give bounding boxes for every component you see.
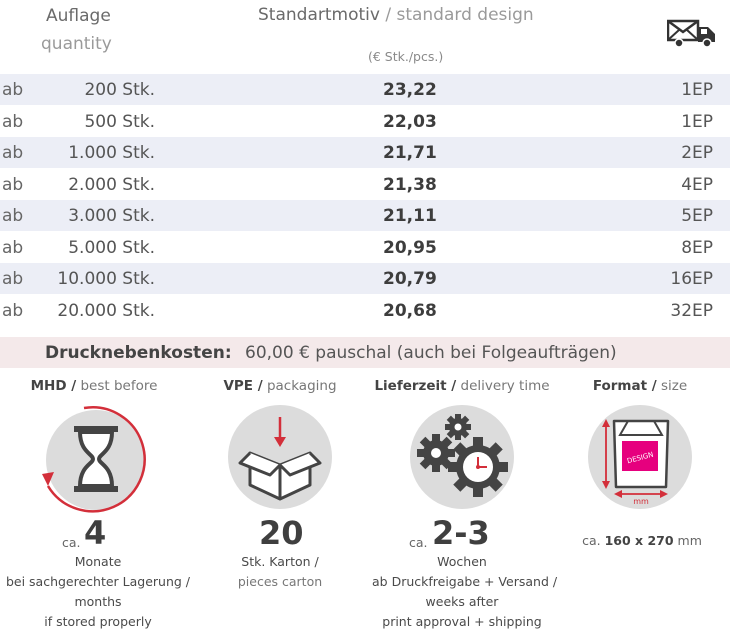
row-quantity: 200 Stk. [84,80,155,100]
row-quantity: 5.000 Stk. [68,237,155,258]
quantity-header-en: quantity [41,34,112,54]
mhd-ca: ca. [62,535,81,550]
delivery-title: Lieferzeit / delivery time [372,378,552,394]
row-prefix: ab [2,111,24,132]
row-shipping: 5EP [681,206,713,226]
row-quantity: 20.000 Stk. [57,300,155,321]
mhd-line1: Monate [74,554,122,569]
mhd-line4: if stored properly [44,614,152,629]
row-price: 20,95 [383,237,437,258]
row-prefix: ab [2,174,24,195]
format-ca: ca. [582,533,601,548]
row-price: 20,68 [383,300,437,321]
table-row: ab 10.000 Stk. 20,79 16EP [0,263,730,295]
row-quantity: 3.000 Stk. [68,206,155,226]
table-row: ab 20.000 Stk. 20,68 32EP [0,295,730,326]
row-price: 21,38 [383,174,437,195]
row-shipping: 32EP [670,300,713,321]
truck-with-envelope-icon [667,19,715,48]
row-prefix: ab [2,80,24,100]
vpe-title-en: packaging [262,378,337,394]
row-prefix: ab [2,300,24,321]
row-shipping: 4EP [681,174,713,195]
extra-costs-value: 60,00 € pauschal (auch bei Folgeaufträge… [245,343,617,363]
svg-text:mm: mm [633,497,649,506]
design-header-sep: / [379,5,397,25]
table-row: ab 5.000 Stk. 20,95 8EP [0,232,730,263]
row-prefix: ab [2,237,24,258]
row-price: 21,71 [383,143,437,163]
mhd-value: 4 [84,514,107,552]
format-value-line: ca. 160 x 270 mm [574,533,710,548]
vpe-value: 20 [259,514,304,552]
format-value: 160 x 270 [604,533,674,548]
delivery-value: 2-3 [432,514,490,552]
delivery-ca: ca. [409,535,428,550]
row-price: 23,22 [383,80,437,100]
row-price: 21,11 [383,206,437,226]
row-price: 22,03 [383,111,437,132]
format-title: Format / size [550,378,730,394]
delivery-line2: ab Druckfreigabe + Versand / [372,574,558,589]
table-row: ab 200 Stk. 23,22 1EP [0,74,730,106]
table-row: ab 500 Stk. 22,03 1EP [0,106,730,137]
row-price: 20,79 [383,269,437,289]
format-unit: mm [673,533,702,548]
table-row: ab 1.000 Stk. 21,71 2EP [0,137,730,169]
extra-costs-label: Drucknebenkosten: [45,343,232,363]
design-header: Standartmotiv / standard design [258,5,534,25]
mhd-title-en: best before [76,378,158,394]
row-quantity: 10.000 Stk. [57,269,155,289]
extra-costs-bar: Drucknebenkosten: 60,00 € pauschal (auch… [0,337,730,368]
delivery-description: Wochen ab Druckfreigabe + Versand / week… [372,552,558,632]
delivery-line3: weeks after [425,594,499,609]
delivery-title-en: delivery time [456,378,550,394]
row-quantity: 1.000 Stk. [68,143,155,163]
delivery-line4: print approval + shipping [382,614,542,629]
row-shipping: 16EP [670,269,713,289]
mhd-line2: bei sachgerechter Lagerung / [5,574,191,589]
row-shipping: 1EP [681,80,713,100]
row-prefix: ab [2,206,24,226]
table-row: ab 3.000 Stk. 21,11 5EP [0,200,730,232]
row-shipping: 1EP [681,111,713,132]
row-prefix: ab [2,269,24,289]
vpe-description: Stk. Karton / pieces carton [190,552,370,592]
design-header-en: standard design [396,5,534,25]
delivery-title-de: Lieferzeit / [374,378,457,394]
vpe-line2: pieces carton [237,574,323,589]
quantity-header: Auflage [46,6,111,26]
table-row: ab 2.000 Stk. 21,38 4EP [0,169,730,200]
row-prefix: ab [2,143,24,163]
format-title-de: Format / [592,378,657,394]
design-header-de: Standartmotiv [258,5,380,25]
row-shipping: 8EP [681,237,713,258]
format-title-en: size [656,378,688,394]
mhd-line3: months [74,594,122,609]
row-quantity: 2.000 Stk. [68,174,155,195]
row-quantity: 500 Stk. [84,111,155,132]
vpe-title-de: VPE / [223,378,263,394]
mhd-title: MHD / best before [4,378,184,394]
vpe-title: VPE / packaging [190,378,370,394]
vpe-line1: Stk. Karton / [241,554,319,569]
row-shipping: 2EP [681,143,713,163]
price-unit: (€ Stk./pcs.) [368,49,444,64]
delivery-line1: Wochen [437,554,487,569]
mhd-description: Monate bei sachgerechter Lagerung / mont… [2,552,194,632]
mhd-title-de: MHD / [30,378,77,394]
